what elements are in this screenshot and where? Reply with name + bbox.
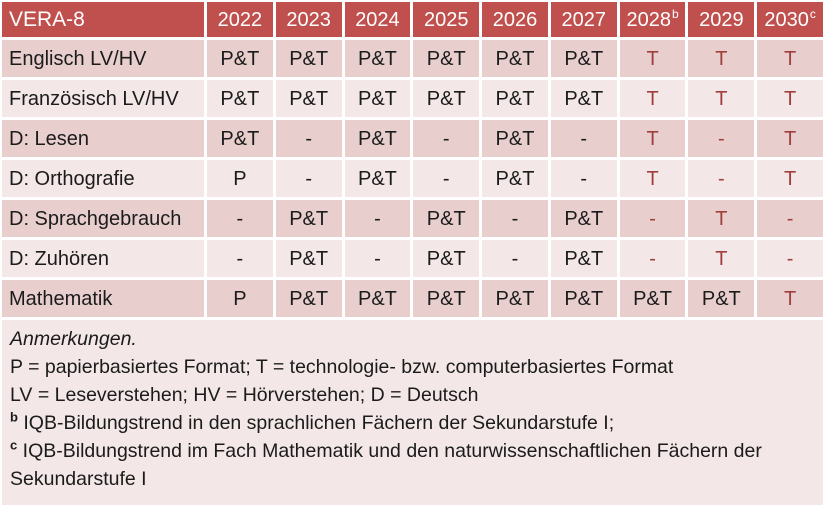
table-cell: -: [482, 240, 548, 277]
column-header: 2028 b: [619, 2, 686, 37]
column-header: 2027: [550, 2, 617, 37]
footnote-b-text: IQB-Bildungstrend in den sprachlichen Fä…: [23, 412, 615, 434]
notes-title: Anmerkungen.: [10, 328, 137, 350]
table-cell: T: [757, 280, 823, 317]
table-cell: -: [550, 120, 617, 157]
table-cell: -: [344, 240, 411, 277]
table-cell: P&T: [482, 160, 548, 197]
row-label: D: Sprachgebrauch: [2, 200, 204, 237]
notes-footnote-b: b IQB-Bildungstrend in den sprachlichen …: [10, 409, 814, 437]
footnote-c-marker: c: [10, 437, 18, 453]
table-cell: P&T: [344, 120, 411, 157]
notes-formats-line: P = papierbasiertes Format; T = technolo…: [10, 356, 674, 378]
table-cell: P&T: [275, 40, 342, 77]
table-cell: P&T: [482, 120, 548, 157]
table-cell: P&T: [413, 280, 480, 317]
table-title-cell: VERA-8: [2, 2, 204, 37]
table-cell: P&T: [275, 80, 342, 117]
table-cell: T: [757, 120, 823, 157]
table-cell: T: [619, 80, 686, 117]
table-cell: -: [757, 240, 823, 277]
row-label: Französisch LV/HV: [2, 80, 204, 117]
table-cell: P&T: [413, 240, 480, 277]
table-cell: -: [550, 160, 617, 197]
table-cell: T: [688, 200, 755, 237]
row-label: D: Zuhören: [2, 240, 204, 277]
table-cell: T: [619, 120, 686, 157]
table-cell: P: [207, 160, 273, 197]
table-cell: T: [757, 40, 823, 77]
table-cell: P&T: [275, 200, 342, 237]
table-cell: P&T: [482, 280, 548, 317]
table-cell: T: [757, 80, 823, 117]
table-cell: P&T: [207, 40, 273, 77]
column-header: 2029: [688, 2, 755, 37]
table-cell: T: [688, 40, 755, 77]
table-cell: -: [207, 200, 273, 237]
table-cell: P&T: [550, 200, 617, 237]
table-cell: P&T: [619, 280, 686, 317]
table-cell: -: [275, 160, 342, 197]
table-cell: P&T: [344, 160, 411, 197]
table-cell: -: [482, 200, 548, 237]
table-cell: -: [688, 120, 755, 157]
table-cell: P&T: [550, 280, 617, 317]
table-cell: P&T: [550, 80, 617, 117]
footnote-c-text: IQB-Bildungstrend im Fach Mathematik und…: [10, 440, 762, 490]
table-cell: P&T: [344, 40, 411, 77]
table-cell: -: [413, 120, 480, 157]
table-cell: -: [413, 160, 480, 197]
row-label: D: Orthografie: [2, 160, 204, 197]
column-header: 2030 c: [757, 2, 823, 37]
table-cell: T: [619, 160, 686, 197]
column-header: 2024: [344, 2, 411, 37]
notes-footnote-c: c IQB-Bildungstrend im Fach Mathematik u…: [10, 437, 814, 493]
vera8-table: VERA-8 2022 2023 2024 2025 2026 2027 2028 b 2029 2…: [2, 2, 823, 317]
table-cell: P&T: [207, 80, 273, 117]
column-header: 2023: [275, 2, 342, 37]
column-header: 2022: [207, 2, 273, 37]
table-cell: -: [207, 240, 273, 277]
row-label: Mathematik: [2, 280, 204, 317]
column-header: 2026: [482, 2, 548, 37]
table-cell: P&T: [413, 200, 480, 237]
row-label: Englisch LV/HV: [2, 40, 204, 77]
table-cell: P: [207, 280, 273, 317]
table-cell: T: [757, 160, 823, 197]
table-cell: P&T: [482, 80, 548, 117]
table-cell: -: [619, 200, 686, 237]
table-cell: P&T: [344, 80, 411, 117]
column-header: 2025: [413, 2, 480, 37]
table-cell: T: [688, 80, 755, 117]
footnote-b-marker: b: [10, 409, 18, 425]
table-cell: P&T: [550, 240, 617, 277]
table-cell: P&T: [275, 240, 342, 277]
notes-block: Anmerkungen. P = papierbasiertes Format;…: [2, 320, 823, 505]
table-cell: P&T: [413, 80, 480, 117]
table-cell: P&T: [275, 280, 342, 317]
table-cell: P&T: [482, 40, 548, 77]
row-label: D: Lesen: [2, 120, 204, 157]
table-cell: -: [757, 200, 823, 237]
notes-abbrev-line: LV = Leseverstehen; HV = Hörverstehen; D…: [10, 384, 479, 406]
table-cell: P&T: [550, 40, 617, 77]
table-cell: -: [619, 240, 686, 277]
table-cell: P&T: [344, 280, 411, 317]
table-cell: P&T: [413, 40, 480, 77]
table-cell: -: [275, 120, 342, 157]
table-cell: -: [344, 200, 411, 237]
table-cell: -: [688, 160, 755, 197]
table-cell: T: [619, 40, 686, 77]
table-cell: P&T: [207, 120, 273, 157]
table-cell: P&T: [688, 280, 755, 317]
table-cell: T: [688, 240, 755, 277]
